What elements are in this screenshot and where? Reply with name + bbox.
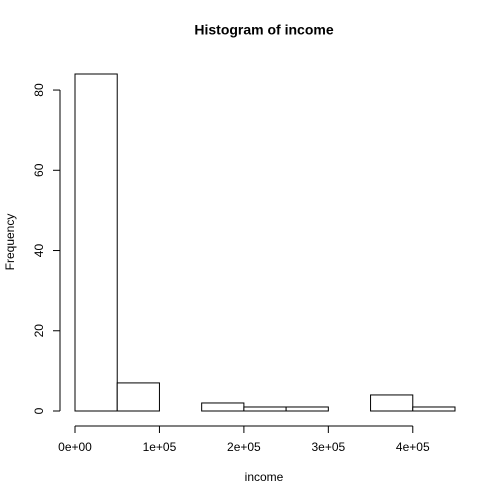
x-tick-label: 2e+05 — [227, 440, 261, 454]
y-tick-label: 60 — [32, 163, 46, 177]
x-tick-label: 1e+05 — [143, 440, 177, 454]
y-tick-label: 80 — [32, 83, 46, 97]
x-axis-label: income — [245, 470, 284, 484]
bar — [116, 382, 160, 412]
x-tick-label: 3e+05 — [311, 440, 345, 454]
chart-title: Histogram of income — [194, 22, 333, 38]
bar — [370, 394, 414, 412]
y-tick-label: 40 — [32, 244, 46, 258]
bar — [74, 73, 118, 412]
bar — [201, 402, 245, 412]
bar — [243, 406, 287, 412]
bar — [412, 406, 456, 412]
x-tick-label: 4e+05 — [396, 440, 430, 454]
x-tick-label: 0e+00 — [58, 440, 92, 454]
y-axis-label: Frequency — [3, 214, 17, 271]
bar — [285, 406, 329, 412]
y-tick-label: 20 — [32, 324, 46, 338]
y-tick-label: 0 — [32, 407, 46, 414]
